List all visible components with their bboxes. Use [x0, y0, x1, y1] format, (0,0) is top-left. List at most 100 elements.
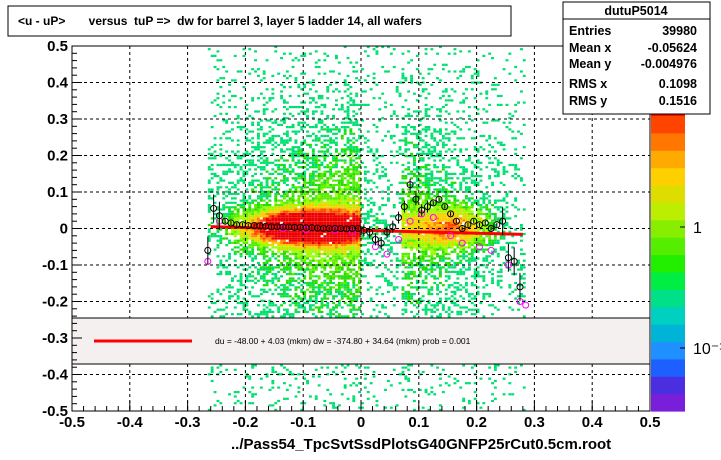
heat-cell [439, 408, 442, 411]
heat-cell [358, 288, 361, 291]
heat-cell [242, 215, 246, 218]
heat-cell [453, 235, 457, 238]
heat-cell [366, 179, 370, 182]
heat-cell [444, 217, 448, 220]
heat-cell [210, 197, 214, 200]
heat-cell [352, 208, 356, 211]
heat-cell [285, 397, 289, 400]
heat-cell [337, 293, 341, 296]
heat-cell [288, 235, 292, 238]
heat-cell [329, 250, 333, 253]
heat-cell [447, 190, 451, 193]
heat-cell [248, 232, 252, 236]
heat-cell [332, 286, 335, 289]
heat-cell [401, 288, 405, 291]
heat-cell [254, 199, 257, 202]
heat-cell [248, 293, 252, 296]
heat-cell [366, 235, 370, 238]
heat-cell [271, 172, 275, 175]
heat-cell [288, 252, 292, 256]
heat-cell [285, 210, 289, 213]
heat-cell [439, 170, 442, 173]
heat-cell [346, 239, 350, 242]
heat-cell [271, 368, 275, 371]
heat-cell [248, 206, 252, 209]
heat-cell [363, 90, 367, 93]
heat-cell [216, 246, 220, 249]
heat-cell [436, 221, 439, 224]
heat-cell [389, 161, 393, 164]
heat-cell [274, 159, 278, 162]
heat-cell [413, 239, 416, 242]
heat-cell [248, 310, 252, 313]
heat-cell [343, 121, 347, 124]
heat-cell [280, 90, 283, 93]
heat-cell [389, 150, 393, 153]
heat-cell [410, 170, 413, 173]
heat-cell [274, 370, 278, 374]
heat-cell [337, 239, 341, 242]
heat-cell [456, 210, 460, 213]
heat-cell [441, 304, 445, 307]
heat-cell [254, 241, 257, 244]
heat-cell [410, 79, 413, 82]
heat-cell [413, 215, 416, 218]
heat-cell [413, 226, 416, 229]
heat-cell [424, 134, 428, 138]
heat-cell [346, 183, 350, 187]
heat-cell [346, 114, 350, 118]
heat-cell [300, 241, 304, 244]
heat-cell [265, 108, 269, 111]
heat-cell [430, 152, 434, 155]
heat-cell [280, 248, 283, 251]
heat-cell [439, 217, 442, 220]
heat-cell [259, 386, 263, 389]
heat-cell [415, 286, 419, 289]
heat-cell [239, 126, 243, 129]
heat-cell [404, 308, 408, 311]
heat-cell [251, 99, 255, 102]
heat-cell [424, 168, 428, 171]
heat-cell [283, 246, 286, 249]
heat-cell [439, 114, 442, 118]
heat-cell [268, 299, 272, 302]
heat-cell [283, 290, 286, 293]
heat-cell [288, 284, 292, 287]
heat-cell [424, 215, 428, 218]
heat-cell [444, 137, 448, 140]
heat-cell [311, 257, 315, 260]
heat-cell [433, 261, 437, 265]
heat-cell [265, 232, 269, 236]
heat-cell [352, 166, 356, 169]
heat-cell [288, 52, 292, 55]
heat-cell [453, 48, 457, 51]
heat-cell [242, 195, 246, 198]
heat-cell [297, 219, 301, 222]
heat-cell [436, 366, 439, 369]
heat-cell [439, 290, 442, 293]
heat-cell [407, 168, 411, 171]
heat-cell [453, 143, 457, 146]
heat-cell [366, 237, 370, 240]
heat-cell [326, 284, 330, 287]
heat-cell [251, 175, 255, 178]
heat-cell [277, 210, 281, 213]
heat-cell [401, 192, 405, 195]
heat-cell [306, 232, 309, 236]
heat-cell [459, 268, 463, 271]
heat-cell [219, 402, 223, 405]
heat-cell [239, 284, 243, 287]
heat-cell [210, 297, 214, 300]
heat-cell [265, 273, 269, 276]
heat-cell [355, 224, 359, 227]
heat-cell [441, 186, 445, 189]
heat-cell [300, 166, 304, 169]
heat-cell [433, 226, 437, 229]
heat-cell [271, 301, 275, 305]
heat-cell [309, 232, 312, 236]
heat-cell [225, 228, 229, 231]
heat-cell [375, 293, 379, 296]
heat-cell [456, 126, 460, 129]
heat-cell [352, 181, 356, 184]
heat-cell [309, 157, 312, 160]
